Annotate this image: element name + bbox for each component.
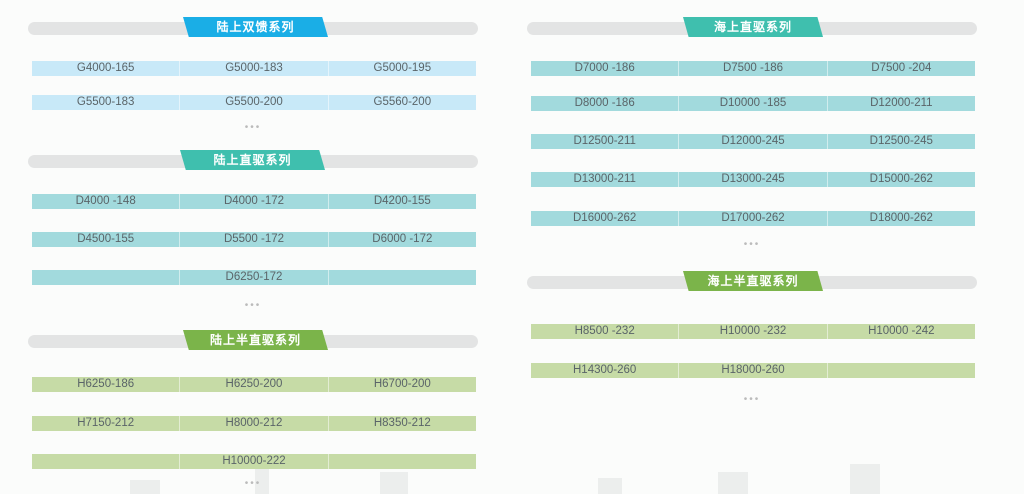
section-title: 海上直驱系列 — [683, 17, 823, 37]
model-cell[interactable]: D13000-211 — [573, 173, 636, 185]
more-indicator[interactable]: ••• — [743, 394, 761, 405]
section-title: 陆上双馈系列 — [183, 17, 328, 37]
model-cell[interactable]: D7000 -186 — [574, 62, 635, 74]
model-cell[interactable]: G5500-200 — [179, 95, 327, 110]
model-cell[interactable]: D17000-262 — [678, 211, 826, 226]
model-cell[interactable]: H6250-186 — [77, 378, 135, 390]
model-cell[interactable]: H10000-222 — [179, 454, 327, 469]
model-cell[interactable]: G5000-195 — [327, 61, 476, 76]
section-title: 陆上直驱系列 — [180, 150, 325, 170]
model-row: D4500-155 D5500 -172 D6000 -172 — [32, 232, 476, 247]
model-row: D16000-262 D17000-262 D18000-262 — [531, 211, 975, 226]
model-cell[interactable] — [32, 454, 179, 469]
model-cell[interactable]: D4500-155 — [77, 233, 135, 245]
model-cell[interactable]: G4000-165 — [76, 62, 135, 74]
model-row: H14300-260 H18000-260 — [531, 363, 975, 378]
model-cell[interactable]: D4000 -172 — [179, 194, 327, 209]
model-cell[interactable]: D16000-262 — [573, 212, 637, 224]
model-cell[interactable]: D18000-262 — [826, 211, 975, 226]
model-cell[interactable]: H6250-200 — [179, 377, 327, 392]
model-row: G4000-165 G5000-183 G5000-195 — [32, 61, 476, 76]
model-cell[interactable]: H8000-212 — [179, 416, 327, 431]
model-cell[interactable]: D13000-245 — [678, 172, 826, 187]
model-row: H6250-186 H6250-200 H6700-200 — [32, 377, 476, 392]
model-row: D6250-172 — [32, 270, 476, 285]
more-indicator[interactable]: ••• — [244, 300, 262, 311]
model-cell[interactable]: D12500-211 — [573, 135, 636, 147]
model-row: D7000 -186 D7500 -186 D7500 -204 — [531, 61, 975, 76]
model-cell[interactable]: D4200-155 — [327, 194, 476, 209]
model-cell[interactable]: D7500 -204 — [826, 61, 975, 76]
model-cell[interactable]: H10000 -242 — [826, 324, 975, 339]
model-cell[interactable]: H18000-260 — [678, 363, 826, 378]
model-row: H8500 -232 H10000 -232 H10000 -242 — [531, 324, 975, 339]
section-title: 陆上半直驱系列 — [183, 330, 328, 350]
model-cell[interactable]: H14300-260 — [573, 364, 637, 376]
model-cell[interactable]: H10000 -232 — [678, 324, 826, 339]
model-cell[interactable]: D12500-245 — [826, 134, 975, 149]
model-row: D13000-211 D13000-245 D15000-262 — [531, 172, 975, 187]
model-row: H10000-222 — [32, 454, 476, 469]
model-cell[interactable]: G5000-183 — [179, 61, 327, 76]
model-cell[interactable]: G5560-200 — [327, 95, 476, 110]
model-cell[interactable]: D6000 -172 — [327, 232, 476, 247]
model-cell[interactable]: D6250-172 — [179, 270, 327, 285]
model-row: D12500-211 D12000-245 D12500-245 — [531, 134, 975, 149]
model-cell[interactable]: H6700-200 — [327, 377, 476, 392]
section-title: 海上半直驱系列 — [683, 271, 823, 291]
model-cell[interactable] — [32, 270, 179, 285]
model-row: G5500-183 G5500-200 G5560-200 — [32, 95, 476, 110]
model-row: H7150-212 H8000-212 H8350-212 — [32, 416, 476, 431]
model-row: D8000 -186 D10000 -185 D12000-211 — [531, 96, 975, 111]
model-cell[interactable]: D4000 -148 — [75, 195, 136, 207]
model-cell[interactable]: D7500 -186 — [678, 61, 826, 76]
model-cell[interactable] — [327, 270, 476, 285]
more-indicator[interactable]: ••• — [244, 122, 262, 133]
model-cell[interactable]: D15000-262 — [826, 172, 975, 187]
model-cell[interactable]: H8500 -232 — [574, 325, 635, 337]
more-indicator[interactable]: ••• — [244, 478, 262, 489]
model-cell[interactable]: H7150-212 — [77, 417, 135, 429]
model-cell[interactable]: D5500 -172 — [179, 232, 327, 247]
model-cell[interactable]: H8350-212 — [327, 416, 476, 431]
model-row: D4000 -148 D4000 -172 D4200-155 — [32, 194, 476, 209]
model-cell[interactable] — [826, 363, 975, 378]
model-cell[interactable] — [327, 454, 476, 469]
model-cell[interactable]: D12000-245 — [678, 134, 826, 149]
model-cell[interactable]: G5500-183 — [76, 96, 135, 108]
model-cell[interactable]: D12000-211 — [826, 96, 975, 111]
model-cell[interactable]: D10000 -185 — [678, 96, 826, 111]
model-cell[interactable]: D8000 -186 — [574, 97, 635, 109]
more-indicator[interactable]: ••• — [743, 239, 761, 250]
